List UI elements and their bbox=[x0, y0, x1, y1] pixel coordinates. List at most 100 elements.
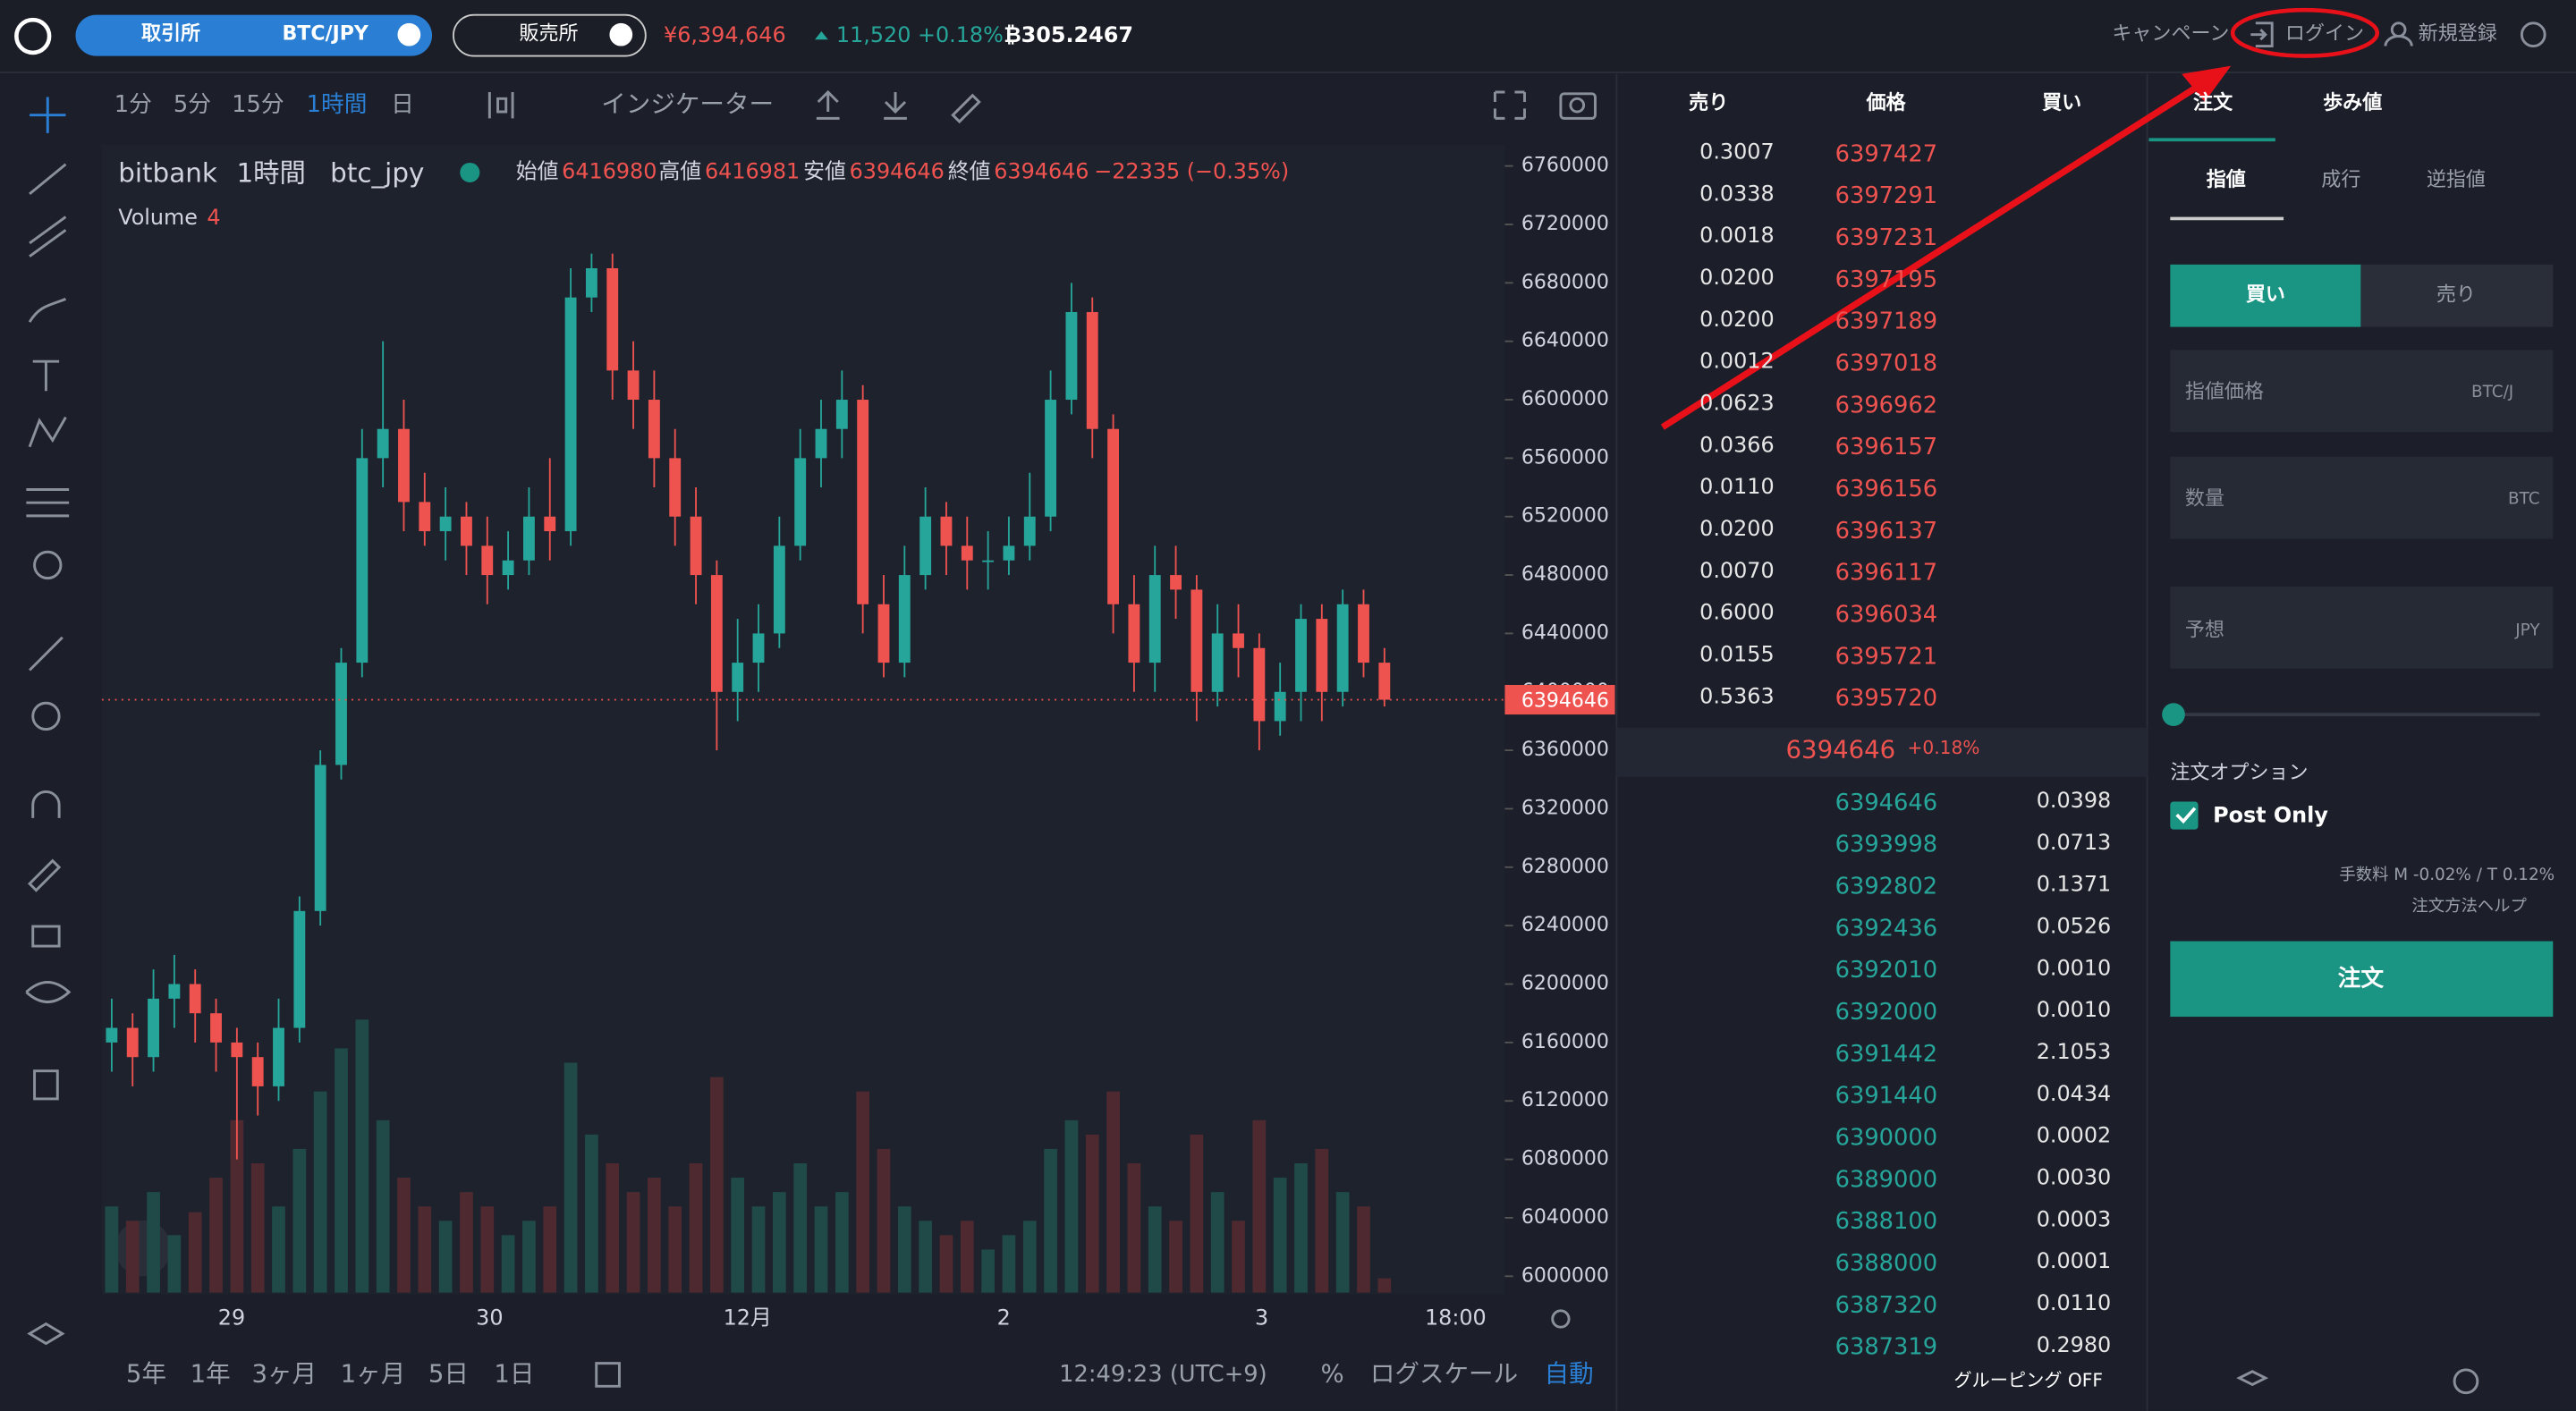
grouping-toggle[interactable]: グルーピング OFF bbox=[1953, 1369, 2103, 1390]
slider-handle[interactable] bbox=[2162, 703, 2185, 726]
exchange-label[interactable]: 取引所 bbox=[141, 23, 200, 46]
candle-body bbox=[919, 516, 932, 576]
ask-amount: 0.0155 bbox=[1699, 641, 1774, 666]
side-buy[interactable]: 買い bbox=[2246, 284, 2285, 307]
y-tick-label: 6200000 bbox=[1521, 973, 1609, 995]
shop-toggle[interactable] bbox=[453, 13, 647, 57]
interval-button[interactable]: 1時間 bbox=[307, 91, 368, 118]
candle-body bbox=[752, 633, 765, 663]
candle-body bbox=[627, 370, 640, 401]
buy-tab[interactable] bbox=[2170, 264, 2361, 327]
candle-body bbox=[293, 910, 306, 1028]
dropdown-icon bbox=[397, 22, 421, 46]
side-sell[interactable]: 売り bbox=[2436, 284, 2476, 307]
volume-bar bbox=[125, 1221, 140, 1293]
volume-bar bbox=[626, 1192, 640, 1293]
volume-bar bbox=[648, 1178, 661, 1293]
ask-price: 6395720 bbox=[1835, 685, 1937, 712]
candle-body bbox=[1045, 400, 1057, 517]
order-type-tab[interactable]: 成行 bbox=[2321, 169, 2360, 191]
bid-price: 6390000 bbox=[1835, 1124, 1937, 1151]
signup-link[interactable]: 新規登録 bbox=[2419, 23, 2497, 46]
ask-price: 6397291 bbox=[1835, 182, 1937, 209]
submit-label[interactable]: 注文 bbox=[2338, 964, 2385, 992]
y-tick-label: 6760000 bbox=[1521, 155, 1609, 177]
bid-price: 6392802 bbox=[1835, 873, 1937, 900]
y-tick-label: 6280000 bbox=[1521, 856, 1609, 878]
candle-body bbox=[523, 516, 535, 561]
campaign-link[interactable]: キャンペーン bbox=[2112, 23, 2229, 46]
candle-body bbox=[669, 458, 682, 517]
candle-body bbox=[1086, 312, 1098, 429]
candle-body bbox=[1023, 516, 1036, 546]
volume-bar bbox=[167, 1235, 182, 1293]
sell-tab[interactable] bbox=[2360, 264, 2554, 327]
post-only-label: Post Only bbox=[2213, 802, 2328, 827]
candle-body bbox=[1170, 575, 1182, 590]
legend-open-label: 始値 bbox=[516, 158, 559, 183]
volume-bar bbox=[564, 1062, 578, 1293]
range-button[interactable]: 5年 bbox=[126, 1359, 166, 1388]
y-tick-label: 6080000 bbox=[1521, 1148, 1609, 1170]
submit-button[interactable] bbox=[2170, 941, 2554, 1018]
field-label: 予想 bbox=[2185, 619, 2224, 641]
indicators-button[interactable]: インジケーター bbox=[601, 90, 774, 119]
checkbox[interactable] bbox=[2170, 801, 2199, 830]
logo bbox=[14, 17, 52, 55]
range-button[interactable]: 1年 bbox=[191, 1359, 231, 1388]
bid-amount: 0.0030 bbox=[2037, 1164, 2112, 1189]
legend-exchange: bitbank bbox=[118, 157, 217, 188]
bid-amount: 0.0003 bbox=[2037, 1206, 2112, 1231]
volume-bar bbox=[1315, 1148, 1329, 1293]
range-button[interactable]: 1日 bbox=[494, 1359, 534, 1388]
volume-bar bbox=[960, 1221, 974, 1293]
ask-amount: 0.0623 bbox=[1699, 390, 1774, 415]
volume-bar bbox=[689, 1162, 703, 1293]
help-link[interactable]: 注文方法ヘルプ bbox=[2411, 897, 2527, 916]
interval-button[interactable]: 1分 bbox=[114, 91, 152, 118]
volume-bar bbox=[668, 1206, 682, 1293]
panel-tab[interactable]: 歩み値 bbox=[2323, 92, 2382, 114]
exchange-toggle[interactable] bbox=[75, 14, 433, 56]
annotation-arrow bbox=[1660, 76, 2212, 430]
panel-tab[interactable]: 注文 bbox=[2193, 91, 2233, 114]
interval-button[interactable]: 15分 bbox=[232, 91, 284, 118]
candle-body bbox=[461, 516, 472, 546]
pair-label[interactable]: BTC/JPY bbox=[283, 23, 369, 46]
candle-body bbox=[585, 267, 597, 298]
interval-button[interactable]: 日 bbox=[391, 91, 414, 118]
bid-price: 6391440 bbox=[1835, 1083, 1937, 1110]
range-button[interactable]: 1ヶ月 bbox=[341, 1359, 406, 1388]
input[interactable] bbox=[2170, 456, 2554, 539]
volume-bar bbox=[606, 1162, 620, 1293]
legend-change: −22335 (−0.35%) bbox=[1094, 158, 1289, 183]
dropdown-icon bbox=[609, 22, 633, 46]
auto-toggle[interactable]: 自動 bbox=[1545, 1359, 1594, 1388]
legend-symbol: btc_jpy bbox=[330, 157, 424, 188]
legend-close: 6394646 bbox=[994, 158, 1089, 183]
percent-toggle[interactable]: % bbox=[1320, 1359, 1343, 1388]
annotation-circle bbox=[2230, 7, 2380, 58]
volume-bar bbox=[1357, 1206, 1370, 1293]
ask-amount: 0.0070 bbox=[1699, 558, 1774, 583]
range-button[interactable]: 5日 bbox=[428, 1359, 469, 1388]
range-button[interactable]: 3ヶ月 bbox=[251, 1359, 317, 1388]
legend-low-label: 安値 bbox=[803, 158, 846, 183]
order-type-tab[interactable]: 指値 bbox=[2207, 169, 2246, 191]
volume-bar bbox=[1377, 1278, 1392, 1293]
log-toggle[interactable]: ログスケール bbox=[1370, 1359, 1518, 1388]
interval-button[interactable]: 5分 bbox=[174, 91, 211, 118]
up-icon bbox=[815, 31, 828, 40]
volume-bar bbox=[1232, 1221, 1245, 1293]
shop-label[interactable]: 販売所 bbox=[519, 23, 578, 46]
bid-price: 6388000 bbox=[1835, 1250, 1937, 1277]
login-link[interactable]: ログイン bbox=[2285, 23, 2364, 46]
x-tick-label: 18:00 bbox=[1425, 1305, 1487, 1331]
input[interactable] bbox=[2170, 350, 2554, 433]
ask-amount: 0.5363 bbox=[1699, 683, 1774, 708]
candle-body bbox=[502, 560, 514, 576]
input[interactable] bbox=[2170, 586, 2554, 669]
order-type-tab[interactable]: 逆指値 bbox=[2427, 169, 2486, 191]
ask-amount: 0.6000 bbox=[1699, 600, 1774, 625]
